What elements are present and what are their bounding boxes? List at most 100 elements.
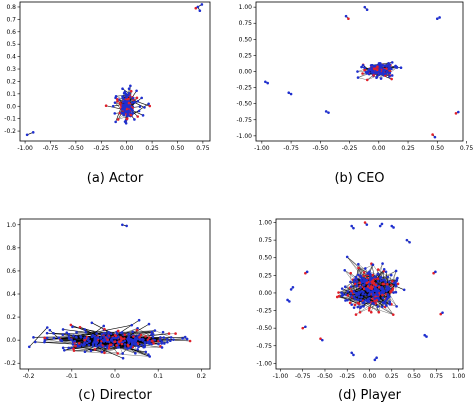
node <box>102 324 106 328</box>
y-tick-label: 0.75 <box>239 20 253 27</box>
y-tick-label: 1.00 <box>259 220 273 227</box>
node <box>185 337 189 341</box>
node <box>363 5 367 9</box>
node <box>143 106 146 109</box>
x-tick-label: 0.25 <box>145 145 159 152</box>
node <box>388 71 392 75</box>
y-tick-label: 0.1 <box>6 91 16 98</box>
edge <box>64 350 150 357</box>
node <box>402 288 406 292</box>
node <box>116 118 120 121</box>
node <box>150 330 154 334</box>
node <box>373 286 377 290</box>
node <box>31 131 35 134</box>
node <box>388 302 392 306</box>
y-tick-label: -0.50 <box>236 101 252 108</box>
node <box>454 112 458 115</box>
node <box>363 278 366 281</box>
node <box>387 67 391 70</box>
node <box>148 355 151 358</box>
node <box>131 112 135 115</box>
node <box>365 78 369 82</box>
node <box>151 335 155 339</box>
node <box>349 292 353 295</box>
node <box>361 280 364 284</box>
node <box>115 344 118 347</box>
node <box>144 335 147 338</box>
node <box>438 16 441 19</box>
node <box>385 287 388 290</box>
node <box>368 292 371 296</box>
node <box>321 338 324 342</box>
node <box>377 273 380 276</box>
node <box>441 311 444 314</box>
node <box>134 339 138 343</box>
node <box>423 333 427 337</box>
node <box>157 342 160 346</box>
panel-3: -0.2 -0.1 0.0 0.1 0.2 -0.2 0.0 0.2 0.4 0.6 0.8 1.0 (… <box>4 218 211 403</box>
node <box>389 290 392 294</box>
node <box>107 340 111 344</box>
node <box>373 358 377 362</box>
node <box>127 344 130 348</box>
node <box>431 133 434 136</box>
node <box>121 87 124 91</box>
node <box>144 350 148 354</box>
node <box>288 300 291 303</box>
node <box>360 295 364 299</box>
node <box>84 330 88 334</box>
node <box>67 332 71 336</box>
node <box>82 344 85 347</box>
node <box>105 334 109 338</box>
node <box>357 295 361 299</box>
node <box>103 337 106 341</box>
node <box>383 278 386 282</box>
node <box>115 97 119 101</box>
node <box>130 323 134 327</box>
node <box>357 273 360 277</box>
node <box>137 109 141 113</box>
node <box>125 110 128 114</box>
node <box>388 295 391 299</box>
node <box>123 343 127 346</box>
y-tick-label: -0.25 <box>236 85 252 92</box>
node <box>25 133 29 137</box>
node <box>363 221 367 224</box>
x-tick-label: 0.2 <box>197 373 207 380</box>
node <box>352 290 356 294</box>
node <box>61 328 65 331</box>
node <box>90 335 94 339</box>
node <box>356 70 359 73</box>
node <box>76 344 80 348</box>
node <box>305 270 309 274</box>
node <box>391 287 395 290</box>
node <box>99 345 103 348</box>
node <box>113 340 116 344</box>
edge <box>338 284 357 293</box>
y-tick-label: -0.75 <box>256 343 272 350</box>
node <box>381 262 384 265</box>
node <box>43 339 47 342</box>
node <box>123 339 127 343</box>
node <box>143 341 147 344</box>
node <box>355 284 359 288</box>
node <box>148 104 152 108</box>
node <box>363 68 367 72</box>
node <box>366 72 369 75</box>
node <box>93 348 97 351</box>
node <box>343 268 347 272</box>
node <box>139 333 143 337</box>
x-tick-label: 0.00 <box>363 373 377 380</box>
node <box>391 313 395 316</box>
node <box>392 291 395 294</box>
node <box>386 285 389 288</box>
node <box>378 69 382 72</box>
x-tick-label: 0.75 <box>430 373 444 380</box>
node <box>126 94 130 97</box>
network <box>286 221 444 362</box>
node <box>357 266 360 270</box>
node <box>119 339 123 342</box>
node <box>366 299 370 303</box>
node <box>129 113 133 117</box>
node <box>367 68 371 71</box>
